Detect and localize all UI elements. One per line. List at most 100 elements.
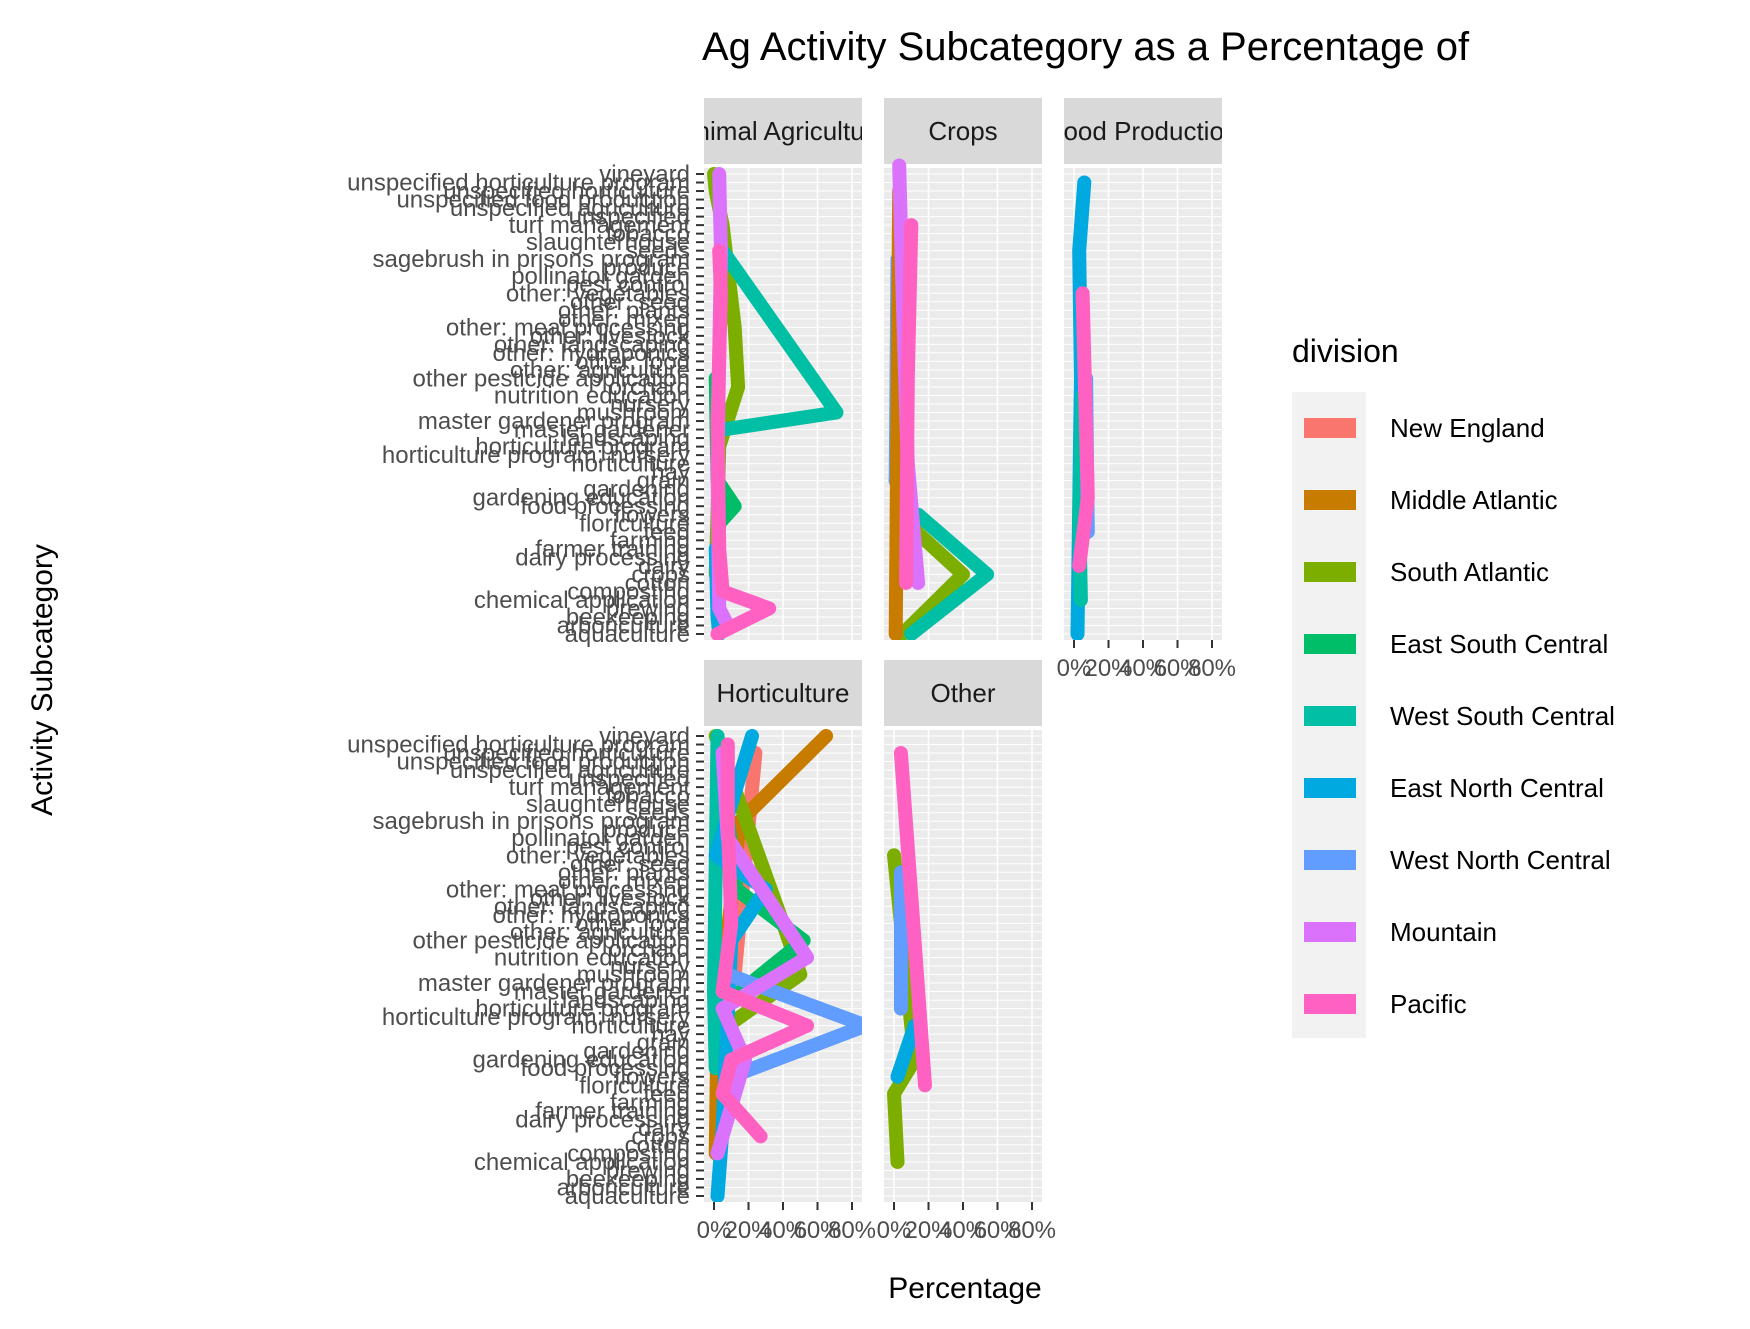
y-axis-title: Activity Subcategory [26, 544, 59, 816]
legend-label: West North Central [1390, 845, 1611, 875]
legend-label: New England [1390, 413, 1545, 443]
y-tick-label: horticulture program [475, 434, 690, 461]
legend-swatch [1304, 778, 1356, 798]
y-tick-label: other pesticide application [412, 927, 690, 954]
y-tick-label: farmer training [535, 536, 690, 563]
y-tick-label: other: food [575, 910, 690, 937]
y-tick-label: unspecified food production [396, 187, 690, 214]
y-tick-label: tobacco [606, 783, 690, 810]
y-tick-label: seeds [626, 238, 690, 265]
y-tick-label: other: mixed [558, 868, 690, 895]
y-tick-label: hay [651, 459, 690, 486]
y-tick-label: farming [610, 527, 690, 554]
legend-title: division [1292, 333, 1399, 369]
y-tick-label: dairy processing [515, 544, 690, 571]
y-tick-label: landscaping [562, 425, 690, 452]
series-line-pacific [710, 243, 777, 640]
legend-item-south-atlantic: South Atlantic [1304, 557, 1549, 587]
y-tick-label: master gardener [514, 979, 690, 1006]
x-tick-label: 40% [1119, 655, 1167, 682]
legend-swatch [1304, 418, 1356, 438]
facet-strip [704, 98, 862, 164]
y-tick-label: grain [637, 468, 690, 495]
y-tick-label: aquaculture [565, 1183, 690, 1210]
y-tick-label: chemical application [474, 1149, 690, 1176]
y-tick-label: floriculture [579, 510, 690, 537]
x-tick-label: 20% [904, 1217, 952, 1244]
series-line-west-south-central [904, 507, 995, 640]
y-tick-label: grain [637, 1030, 690, 1057]
legend-swatch [1304, 994, 1356, 1014]
facet-strip-label: Crops [928, 116, 997, 146]
y-tick-label: turf management [509, 212, 691, 239]
facet-strip [884, 98, 1042, 164]
y-tick-label: orchard [609, 374, 690, 401]
y-tick-label: unspecified agriculture [450, 195, 690, 222]
y-tick-label: other: plants [558, 859, 690, 886]
y-tick-label: horticulture [571, 1013, 690, 1040]
x-tick-label: 40% [939, 1217, 987, 1244]
facet-strip-label: Food Production [1048, 116, 1239, 146]
y-tick-label: feed [643, 1081, 690, 1108]
y-tick-label: pollinator garden [511, 825, 690, 852]
y-tick-label: other: meat processing [446, 314, 690, 341]
y-tick-label: other: livestock [530, 323, 691, 350]
legend-item-east-south-central: East South Central [1304, 629, 1608, 659]
y-tick-label: farmer training [535, 1098, 690, 1125]
legend-swatch [1304, 850, 1356, 870]
y-tick-label: unspecified horticulture program [347, 732, 690, 759]
x-tick-label: 60% [973, 1217, 1021, 1244]
legend-swatch [1304, 706, 1356, 726]
facet-strip [884, 660, 1042, 726]
y-tick-label: unspecified horticulture [443, 178, 690, 205]
facet-food-production: Food Production 0%20%40%60%80% [1048, 98, 1239, 682]
y-tick-label: vineyard [599, 161, 690, 188]
x-tick-label: 20% [724, 1217, 772, 1244]
x-axis-title: Percentage [888, 1272, 1041, 1305]
y-tick-label: other: seed [570, 289, 690, 316]
facet-strip [1064, 98, 1222, 164]
y-tick-label: feed [643, 519, 690, 546]
legend-item-east-north-central: East North Central [1304, 773, 1604, 803]
y-tick-label: sagebrush in prisons program [373, 246, 691, 273]
y-tick-label: master gardener program [418, 970, 690, 997]
y-tick-label: horticulture program: nursery [382, 442, 690, 469]
y-tick-label: unspecified agriculture [450, 757, 690, 784]
y-tick-label: nutrition education [494, 382, 690, 409]
y-tick-label: master gardener [514, 417, 690, 444]
y-tick-label: mushroom [577, 962, 690, 989]
facet-strip [704, 660, 862, 726]
x-tick-label: 0% [697, 1217, 732, 1244]
facet-strip-label: Other [930, 678, 995, 708]
facet-strip-label: Horticulture [717, 678, 850, 708]
y-tick-label: dairy [638, 1115, 690, 1142]
y-tick-label: food processing [521, 493, 690, 520]
legend-item-middle-atlantic: Middle Atlantic [1304, 485, 1558, 515]
y-tick-label: produce [603, 255, 690, 282]
y-tick-label: gardening education [472, 485, 690, 512]
legend-swatch [1304, 634, 1356, 654]
y-tick-label: pollinator garden [511, 263, 690, 290]
y-tick-label: floriculture [579, 1072, 690, 1099]
facet-horticulture: Horticulture 0%20%40%60%80% aquaculturearb… [347, 660, 876, 1244]
series-line-pacific [715, 737, 815, 1144]
y-tick-label: brewing [606, 1157, 690, 1184]
y-tick-label: hay [651, 1021, 690, 1048]
y-tick-label: dairy processing [515, 1106, 690, 1133]
y-tick-label: landscaping [562, 987, 690, 1014]
y-tick-label: beekeeping [566, 1166, 690, 1193]
series-line-west-south-central [715, 243, 844, 437]
y-tick-label: brewing [606, 595, 690, 622]
y-tick-label: beekeeping [566, 604, 690, 631]
series-line-pacific [893, 746, 932, 1093]
y-tick-label: other: vegetables [506, 842, 690, 869]
y-tick-label: tobacco [606, 221, 690, 248]
y-tick-label: other: food [575, 348, 690, 375]
y-tick-label: farming [610, 1089, 690, 1116]
facet-crops: Crops [884, 98, 1042, 640]
y-tick-label: orchard [609, 936, 690, 963]
x-tick-label: 80% [1188, 655, 1236, 682]
y-tick-label: nursery [610, 391, 690, 418]
